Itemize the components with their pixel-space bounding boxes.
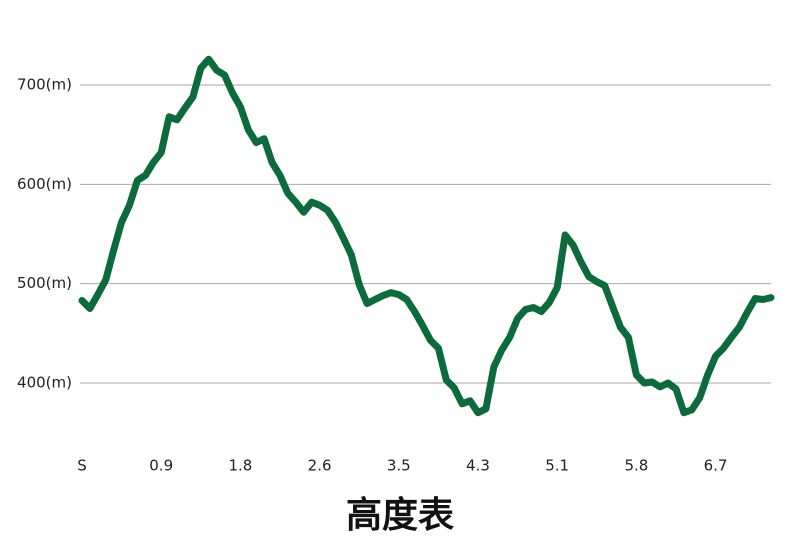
x-tick-label: S — [77, 457, 87, 475]
elevation-line — [78, 55, 775, 417]
x-tick-label: 6.7 — [704, 457, 728, 475]
y-tick-label: 400(m) — [17, 373, 72, 391]
x-tick-label: 0.9 — [149, 457, 173, 475]
chart-title: 高度表 — [346, 495, 454, 536]
x-tick-label: 4.3 — [466, 457, 490, 475]
x-tick-label: 2.6 — [308, 457, 332, 475]
y-tick-label: 600(m) — [17, 175, 72, 193]
x-tick-label: 3.5 — [387, 457, 411, 475]
y-tick-label: 700(m) — [17, 76, 72, 94]
x-tick-label: 5.8 — [624, 457, 648, 475]
x-tick-label: 1.8 — [228, 457, 252, 475]
x-tick-label: 5.1 — [545, 457, 569, 475]
y-tick-label: 500(m) — [17, 274, 72, 292]
